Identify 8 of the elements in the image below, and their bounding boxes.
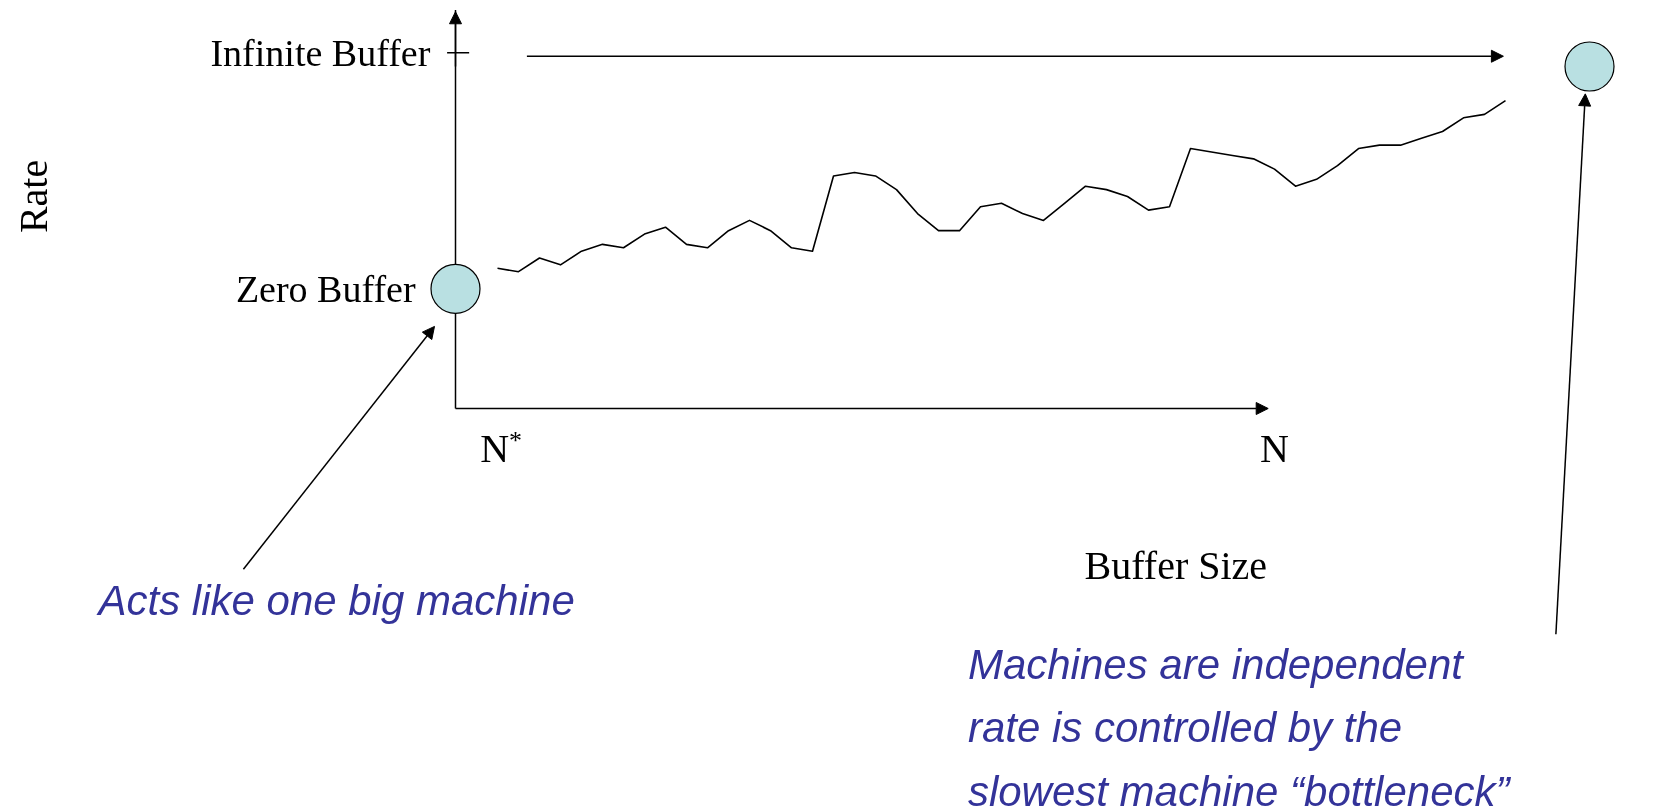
x-tick-label: N	[1260, 425, 1289, 471]
text: Machines are independent rate is controlled by the slowest machine “bottleneck”	[967, 641, 1512, 810]
x-axis-title: Buffer Size	[1084, 543, 1268, 589]
text: Zero Buffer	[235, 267, 416, 310]
text: Infinite Buffer	[210, 31, 431, 74]
x-tick-label: N*	[480, 425, 523, 471]
text: Acts like one big machine	[95, 576, 575, 624]
text: Rate	[10, 159, 56, 234]
